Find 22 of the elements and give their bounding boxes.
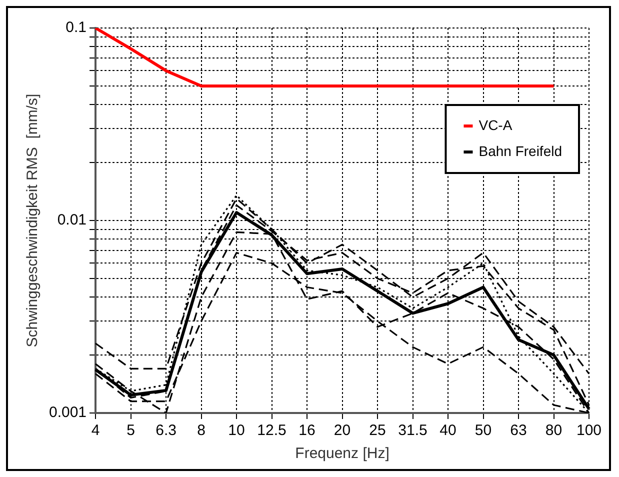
x-tick-label: 40 [440,422,456,440]
x-tick-label: 4 [91,422,100,440]
y-tick-label: 0.1 [66,19,87,36]
x-tick-label: 8 [197,422,206,440]
legend-label: Bahn Freifeld [478,142,562,159]
x-axis-title: Frequenz [Hz] [295,445,390,462]
x-tick-label: 50 [474,422,492,440]
x-tick-label: 63 [510,422,527,440]
x-tick-label: 12.5 [257,422,286,440]
x-tick-label: 31.5 [398,422,428,440]
x-tick-label: 10 [228,422,245,440]
x-tick-label: 100 [576,422,602,440]
x-tick-label: 16 [298,422,316,440]
x-tick-label: 20 [334,422,351,440]
legend-label: VC-A [478,116,513,133]
y-axis-title: Schwinggeschwindigkeit RMS [mm/s] [24,94,42,348]
x-tick-label: 25 [369,422,386,440]
x-tick-label: 5 [126,422,135,440]
y-tick-label: 0.01 [57,212,87,229]
x-tick-label: 80 [545,422,562,440]
y-tick-label: 0.001 [48,404,87,422]
x-tick-label: 6.3 [156,422,176,440]
